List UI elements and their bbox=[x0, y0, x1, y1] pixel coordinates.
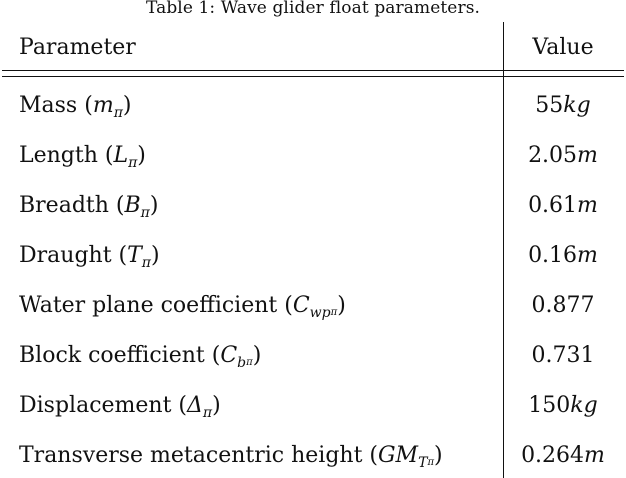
value-cell: 0.16m bbox=[504, 242, 622, 270]
parameter-close: ) bbox=[149, 193, 159, 218]
parameter-cell: Breadth (Bπ) bbox=[19, 192, 158, 220]
value-unit: m bbox=[577, 243, 598, 268]
parameter-label: Block coefficient ( bbox=[19, 343, 221, 368]
parameter-symbol: T bbox=[127, 243, 142, 268]
parameter-subsubscript: π bbox=[427, 457, 435, 468]
parameter-close: ) bbox=[122, 93, 132, 118]
parameter-cell: Displacement (Δπ) bbox=[19, 392, 221, 420]
parameter-label: Transverse metacentric height ( bbox=[19, 443, 378, 468]
value-cell: 0.731 bbox=[504, 342, 622, 370]
header-parameter: Parameter bbox=[19, 35, 136, 60]
parameter-subsubscript: π bbox=[330, 307, 338, 318]
parameter-label: Displacement ( bbox=[19, 393, 188, 418]
parameter-symbol: C bbox=[292, 293, 310, 318]
parameter-close: ) bbox=[337, 293, 346, 318]
parameter-cell: Length (Lπ) bbox=[19, 142, 146, 170]
value-number: 150 bbox=[528, 393, 571, 418]
parameter-symbol: GM bbox=[377, 443, 419, 468]
parameter-cell: Draught (Tπ) bbox=[19, 242, 160, 270]
value-number: 0.264 bbox=[521, 443, 585, 468]
value-cell: 0.877 bbox=[504, 292, 622, 320]
parameter-close: ) bbox=[212, 393, 221, 418]
parameter-label: Length ( bbox=[19, 143, 114, 168]
value-cell: 2.05m bbox=[504, 142, 622, 170]
parameter-symbol: Δ bbox=[187, 393, 203, 418]
value-unit: m bbox=[584, 443, 605, 468]
parameter-label: Draught ( bbox=[19, 243, 128, 268]
parameter-close: ) bbox=[434, 443, 443, 468]
value-number: 55 bbox=[535, 93, 564, 118]
header-rule-bottom bbox=[2, 76, 624, 78]
parameter-close: ) bbox=[151, 243, 160, 268]
parameter-cell: Mass (mπ) bbox=[19, 92, 131, 120]
table-caption: Table 1: Wave glider float parameters. bbox=[145, 0, 481, 18]
value-unit: kg bbox=[563, 93, 591, 118]
value-number: 0.61 bbox=[528, 193, 578, 218]
value-number: 0.877 bbox=[531, 293, 595, 318]
parameter-label: Mass ( bbox=[19, 93, 93, 118]
value-number: 2.05 bbox=[528, 143, 578, 168]
parameter-symbol: m bbox=[92, 93, 114, 118]
value-unit: m bbox=[577, 193, 598, 218]
parameter-close: ) bbox=[252, 343, 262, 368]
parameter-subscript: π bbox=[128, 155, 138, 171]
value-cell: 150kg bbox=[504, 392, 622, 420]
parameter-label: Breadth ( bbox=[19, 193, 125, 218]
parameter-subsubscript: π bbox=[246, 357, 253, 368]
parameter-symbol: B bbox=[124, 193, 141, 218]
parameter-subscript: π bbox=[140, 205, 150, 221]
header-value: Value bbox=[532, 35, 594, 60]
parameter-subscript: π bbox=[141, 255, 151, 271]
parameter-symbol: L bbox=[113, 143, 129, 168]
parameter-subscript: π bbox=[113, 105, 123, 121]
parameter-label: Water plane coefficient ( bbox=[19, 293, 293, 318]
parameter-subscript: T bbox=[418, 455, 428, 471]
value-cell: 0.264m bbox=[504, 442, 622, 470]
value-cell: 55kg bbox=[504, 92, 622, 120]
parameter-cell: Transverse metacentric height (GMTπ) bbox=[19, 442, 443, 470]
column-divider bbox=[503, 22, 505, 478]
parameter-subscript: wp bbox=[309, 305, 331, 321]
parameter-subscript: π bbox=[202, 405, 213, 421]
parameter-cell: Block coefficient (Cbπ) bbox=[19, 342, 261, 370]
value-cell: 0.61m bbox=[504, 192, 622, 220]
value-unit: m bbox=[577, 143, 598, 168]
parameter-cell: Water plane coefficient (Cwpπ) bbox=[19, 292, 346, 320]
parameter-symbol: C bbox=[220, 343, 238, 368]
parameter-subscript: b bbox=[237, 355, 247, 371]
header-rule-top bbox=[2, 70, 624, 72]
parameter-close: ) bbox=[137, 143, 146, 168]
value-number: 0.16 bbox=[528, 243, 578, 268]
value-number: 0.731 bbox=[531, 343, 595, 368]
value-unit: kg bbox=[570, 393, 598, 418]
